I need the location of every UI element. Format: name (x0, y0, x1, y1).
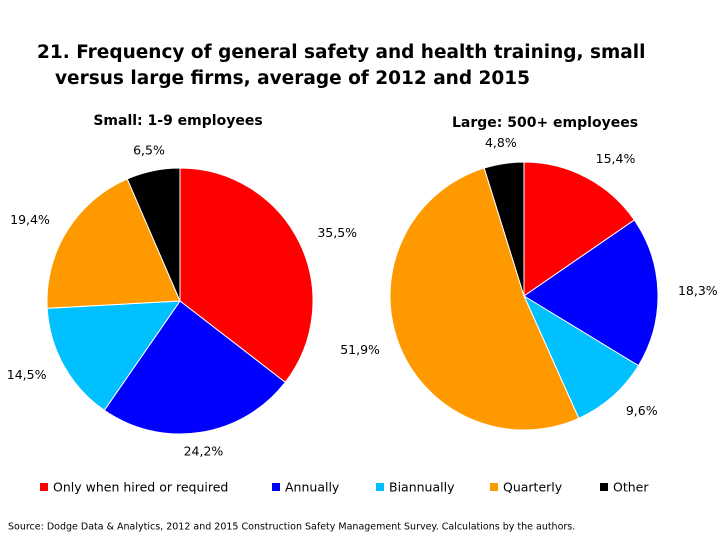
pie-title: Small: 1-9 employees (93, 113, 262, 129)
pie-slice (523, 219, 659, 367)
pie-title: Large: 500+ employees (452, 115, 638, 131)
data-label: 14,5% (7, 367, 47, 382)
pie-slice (46, 178, 181, 309)
source: Source: Dodge Data & Analytics, 2012 and… (8, 522, 575, 533)
pie-slice (46, 300, 181, 412)
data-label: 6,5% (133, 143, 165, 158)
pie-slice (126, 167, 181, 302)
pie-slice (389, 167, 580, 431)
pie-slice (103, 300, 286, 435)
data-label: 35,5% (317, 225, 357, 240)
pie-slice (522, 294, 640, 419)
legend-swatch (40, 483, 48, 491)
legend-label: Other (613, 480, 649, 495)
pie-slice (483, 161, 525, 297)
data-label: 15,4% (596, 151, 636, 166)
chart-title: 21. Frequency of general safety and heal… (37, 42, 646, 89)
data-label: 9,6% (626, 403, 658, 418)
legend-swatch (490, 483, 498, 491)
legend-label: Quarterly (503, 480, 563, 495)
legend-label: Annually (285, 480, 340, 495)
data-label: 24,2% (184, 444, 224, 459)
data-label: 19,4% (10, 212, 50, 227)
pie-slice (523, 161, 636, 297)
legend-label: Biannually (389, 480, 455, 495)
legend-swatch (600, 483, 608, 491)
legend-label: Only when hired or required (53, 480, 228, 495)
data-label: 4,8% (485, 135, 517, 150)
pie-slice (179, 167, 314, 383)
legend-swatch (272, 483, 280, 491)
data-label: 18,3% (678, 283, 718, 298)
legend-swatch (376, 483, 384, 491)
data-label: 51,9% (340, 342, 380, 357)
